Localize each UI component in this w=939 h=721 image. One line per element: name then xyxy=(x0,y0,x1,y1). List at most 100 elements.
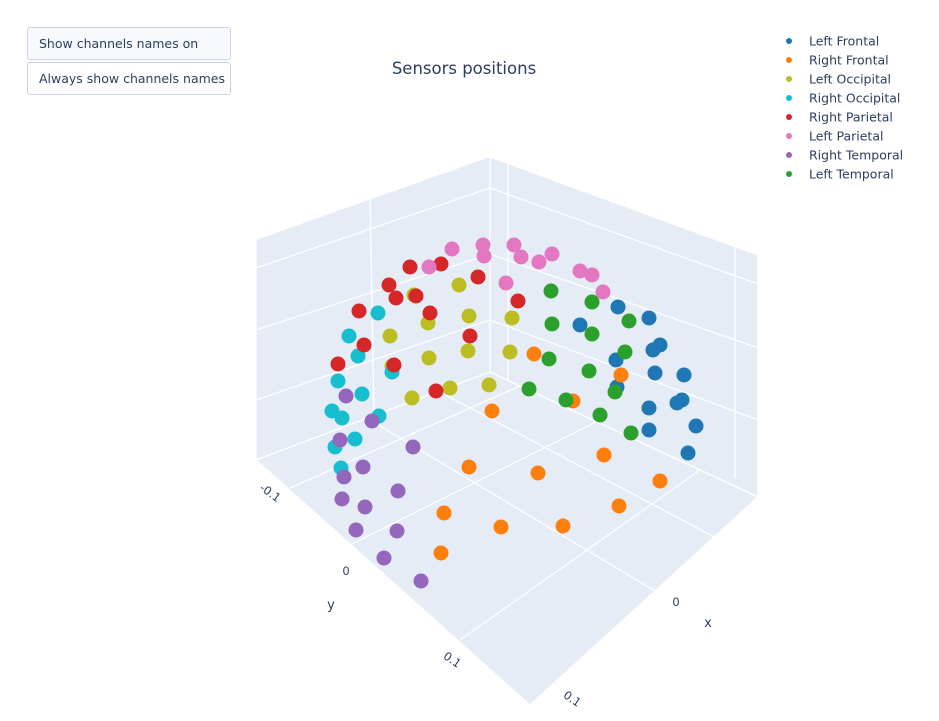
sensor-point[interactable] xyxy=(572,263,588,279)
sensor-point[interactable] xyxy=(436,505,452,521)
sensor-point[interactable] xyxy=(595,284,611,300)
sensor-point[interactable] xyxy=(382,328,398,344)
sensor-point[interactable] xyxy=(402,259,418,275)
sensor-point[interactable] xyxy=(460,343,476,359)
legend-item[interactable]: Left Occipital xyxy=(786,72,891,87)
sensor-point[interactable] xyxy=(688,418,704,434)
sensor-point[interactable] xyxy=(354,386,370,402)
sensor-point[interactable] xyxy=(572,317,588,333)
sensor-point[interactable] xyxy=(623,425,639,441)
sensor-point[interactable] xyxy=(645,342,661,358)
sensor-point[interactable] xyxy=(388,290,404,306)
sensor-point[interactable] xyxy=(433,256,449,272)
sensor-point[interactable] xyxy=(555,518,571,534)
sensor-point[interactable] xyxy=(584,267,600,283)
sensor-point[interactable] xyxy=(521,381,537,397)
sensor-point[interactable] xyxy=(506,237,522,253)
sensor-point[interactable] xyxy=(481,377,497,393)
sensor-point[interactable] xyxy=(543,283,559,299)
sensor-point[interactable] xyxy=(334,491,350,507)
sensor-point[interactable] xyxy=(607,384,623,400)
sensor-point[interactable] xyxy=(680,445,696,461)
sensor-point[interactable] xyxy=(386,357,402,373)
sensor-point[interactable] xyxy=(484,403,500,419)
sensor-point[interactable] xyxy=(332,432,348,448)
sensor-point[interactable] xyxy=(647,365,663,381)
legend[interactable]: Left Frontal Right Frontal Left Occipital R… xyxy=(786,34,903,182)
sensor-point[interactable] xyxy=(510,293,526,309)
sensor-point[interactable] xyxy=(408,288,424,304)
sensor-point[interactable] xyxy=(617,344,633,360)
sensor-point[interactable] xyxy=(334,410,350,426)
sensor-point[interactable] xyxy=(338,388,354,404)
sensor-point[interactable] xyxy=(544,246,560,262)
sensor-point[interactable] xyxy=(336,469,352,485)
sensor-point[interactable] xyxy=(611,498,627,514)
sensor-point[interactable] xyxy=(669,395,685,411)
sensor-point[interactable] xyxy=(475,237,491,253)
sensor-point[interactable] xyxy=(531,254,547,270)
sensor-point[interactable] xyxy=(405,439,421,455)
sensor-point[interactable] xyxy=(462,328,478,344)
sensor-point[interactable] xyxy=(348,522,364,538)
sensor-point[interactable] xyxy=(356,337,372,353)
sensor-point[interactable] xyxy=(330,373,346,389)
sensor-point[interactable] xyxy=(544,316,560,332)
sensor-point[interactable] xyxy=(355,459,371,475)
sensor-point[interactable] xyxy=(413,573,429,589)
sensor-point[interactable] xyxy=(641,400,657,416)
sensor-point[interactable] xyxy=(422,305,438,321)
sensor-point[interactable] xyxy=(584,326,600,342)
sensor-point[interactable] xyxy=(470,269,486,285)
legend-item[interactable]: Right Occipital xyxy=(786,91,900,106)
always-show-names-button[interactable]: Always show channels names xyxy=(27,62,231,95)
sensor-point[interactable] xyxy=(421,259,437,275)
legend-item[interactable]: Right Frontal xyxy=(786,53,889,68)
sensor-point[interactable] xyxy=(341,328,357,344)
sensor-point[interactable] xyxy=(498,275,514,291)
sensor-point[interactable] xyxy=(530,465,546,481)
sensor-point[interactable] xyxy=(676,367,692,383)
sensor-point[interactable] xyxy=(357,499,373,515)
sensor-point[interactable] xyxy=(502,344,518,360)
sensor-point[interactable] xyxy=(493,519,509,535)
sensor-point[interactable] xyxy=(389,523,405,539)
sensor-point[interactable] xyxy=(421,350,437,366)
sensor-point[interactable] xyxy=(581,363,597,379)
show-names-on-hover-button[interactable]: Show channels names on hover xyxy=(27,27,231,82)
legend-item[interactable]: Right Temporal xyxy=(786,148,903,163)
sensor-point[interactable] xyxy=(364,413,380,429)
sensor-point[interactable] xyxy=(641,422,657,438)
sensor-point[interactable] xyxy=(526,346,542,362)
legend-item[interactable]: Left Parietal xyxy=(786,129,883,144)
sensor-point[interactable] xyxy=(476,248,492,264)
sensor-point[interactable] xyxy=(513,249,529,265)
sensor-point[interactable] xyxy=(390,483,406,499)
sensor-point[interactable] xyxy=(461,459,477,475)
sensor-point[interactable] xyxy=(504,310,520,326)
legend-item[interactable]: Right Parietal xyxy=(786,110,893,125)
sensor-point[interactable] xyxy=(613,367,629,383)
sensor-point[interactable] xyxy=(584,294,600,310)
sensor-point[interactable] xyxy=(592,407,608,423)
sensor-point[interactable] xyxy=(330,356,346,372)
sensor-point[interactable] xyxy=(610,299,626,315)
sensor-point[interactable] xyxy=(347,431,363,447)
sensor-point[interactable] xyxy=(621,313,637,329)
sensor-point[interactable] xyxy=(641,310,657,326)
sensor-point[interactable] xyxy=(351,303,367,319)
sensor-point[interactable] xyxy=(350,348,366,364)
sensor-point[interactable] xyxy=(461,308,477,324)
sensor-point[interactable] xyxy=(404,390,420,406)
sensor-point[interactable] xyxy=(541,351,557,367)
legend-item[interactable]: Left Frontal xyxy=(786,34,879,49)
sensor-point[interactable] xyxy=(451,277,467,293)
sensor-point[interactable] xyxy=(433,545,449,561)
legend-item[interactable]: Left Temporal xyxy=(786,167,894,182)
sensor-point[interactable] xyxy=(370,305,386,321)
sensor-point[interactable] xyxy=(428,383,444,399)
sensor-point[interactable] xyxy=(558,392,574,408)
sensor-point[interactable] xyxy=(444,241,460,257)
sensor-point[interactable] xyxy=(652,473,668,489)
